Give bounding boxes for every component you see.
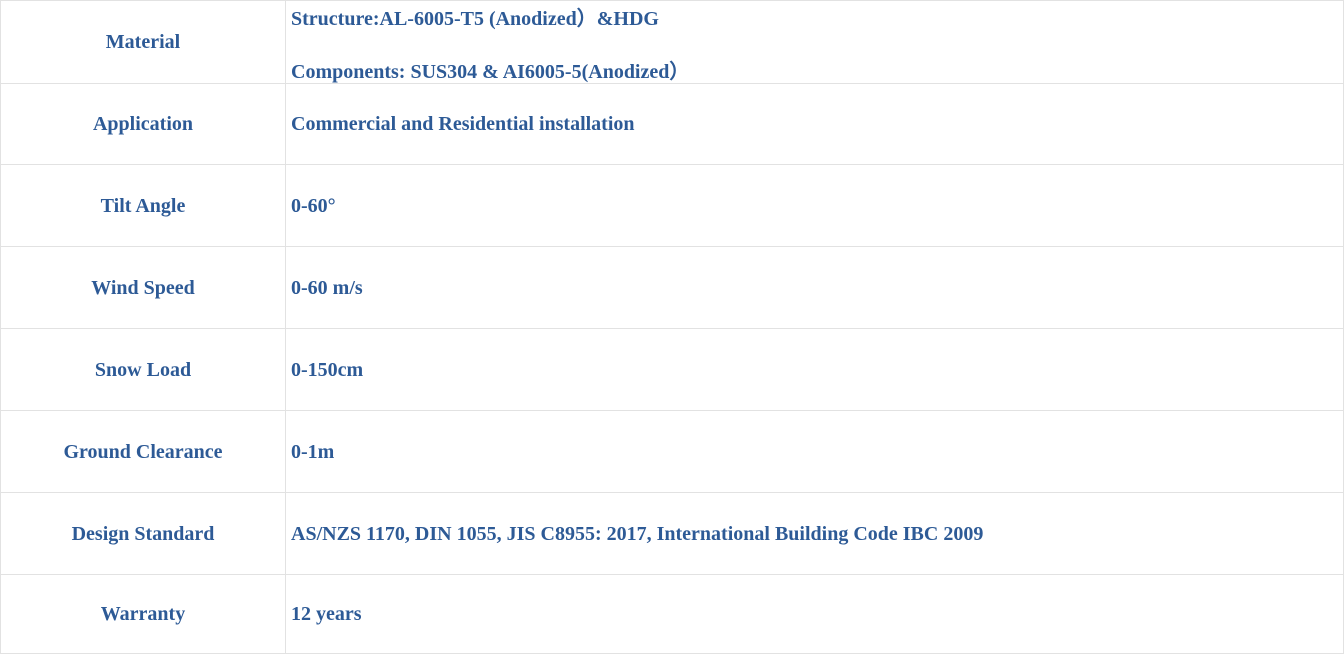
spec-value-cell: Structure:AL-6005-T5 (Anodized）&HDG Compo…	[286, 1, 1343, 83]
spec-value-cell: AS/NZS 1170, DIN 1055, JIS C8955: 2017, …	[286, 493, 1343, 574]
spec-value-text: 0-60 m/s	[291, 276, 363, 299]
spec-value-text: Components: SUS304 & AI6005-5(Anodized）	[291, 61, 690, 83]
spec-value-cell: 12 years	[286, 575, 1343, 653]
spec-value-cell: 0-1m	[286, 411, 1343, 492]
spec-label-cell: Application	[1, 84, 286, 164]
table-row: Application Commercial and Residential i…	[1, 84, 1343, 165]
spec-label-cell: Tilt Angle	[1, 165, 286, 246]
spec-label-cell: Material	[1, 1, 286, 83]
table-row: Material Structure:AL-6005-T5 (Anodized）…	[1, 1, 1343, 84]
table-row: Snow Load 0-150cm	[1, 329, 1343, 411]
spec-value-text: AS/NZS 1170, DIN 1055, JIS C8955: 2017, …	[291, 522, 984, 545]
spec-value-text: 0-1m	[291, 440, 335, 463]
spec-label-cell: Wind Speed	[1, 247, 286, 328]
table-row: Warranty 12 years	[1, 575, 1343, 653]
table-row: Tilt Angle 0-60°	[1, 165, 1343, 247]
spec-value-text: Structure:AL-6005-T5 (Anodized）&HDG	[291, 8, 659, 30]
spec-label-cell: Ground Clearance	[1, 411, 286, 492]
spec-value-text: 0-60°	[291, 194, 336, 217]
table-row: Ground Clearance 0-1m	[1, 411, 1343, 493]
spec-label-cell: Design Standard	[1, 493, 286, 574]
spec-value-text: Commercial and Residential installation	[291, 113, 635, 135]
spec-value-cell: 0-150cm	[286, 329, 1343, 410]
table-row: Wind Speed 0-60 m/s	[1, 247, 1343, 329]
spec-value-cell: Commercial and Residential installation	[286, 84, 1343, 164]
spec-value-cell: 0-60°	[286, 165, 1343, 246]
spec-label-cell: Warranty	[1, 575, 286, 653]
spec-value-text: 12 years	[291, 603, 362, 625]
spec-value-text: 0-150cm	[291, 358, 364, 381]
spec-label-cell: Snow Load	[1, 329, 286, 410]
spec-value-cell: 0-60 m/s	[286, 247, 1343, 328]
table-row: Design Standard AS/NZS 1170, DIN 1055, J…	[1, 493, 1343, 575]
